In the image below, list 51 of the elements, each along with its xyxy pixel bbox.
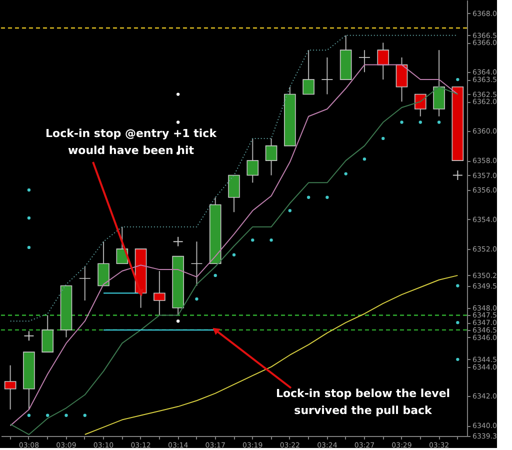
point [306, 196, 310, 199]
point [176, 320, 180, 323]
annotation: Lock-in stop below the level survived the pull back [276, 387, 450, 417]
point [251, 238, 254, 242]
candlestick [302, 50, 314, 95]
point [437, 120, 441, 124]
point [46, 414, 50, 417]
candlestick [4, 364, 16, 410]
point [362, 158, 366, 161]
point [418, 120, 422, 124]
point [24, 330, 34, 342]
point [382, 136, 385, 140]
point [27, 414, 31, 417]
candlestick [414, 94, 426, 117]
candlestick [358, 50, 370, 73]
point [288, 209, 292, 212]
point [195, 297, 198, 301]
point [326, 196, 329, 199]
point [232, 253, 236, 256]
point [64, 414, 68, 417]
point [172, 236, 184, 247]
point [456, 321, 460, 324]
point [27, 188, 31, 192]
line-series [10, 34, 458, 322]
point [452, 170, 463, 181]
point [176, 120, 180, 124]
candlestick [396, 56, 408, 102]
candlestick [98, 241, 110, 286]
point [456, 358, 460, 361]
candlestick [190, 241, 203, 286]
candlestick [321, 56, 334, 95]
candlestick [265, 138, 278, 176]
candlestick [433, 50, 445, 117]
candlestick [42, 314, 54, 353]
point [214, 274, 217, 278]
point [176, 92, 180, 96]
candlestick [377, 42, 390, 80]
point [27, 216, 31, 220]
point [270, 238, 273, 242]
line-series [84, 274, 458, 436]
candlestick [228, 174, 240, 213]
candlestick [154, 270, 166, 316]
candlestick [78, 266, 91, 301]
candlestick [246, 138, 259, 184]
annotation: Lock-in stop @entry +1 tick would have been hit [45, 127, 218, 157]
point [83, 414, 86, 417]
point [344, 172, 348, 176]
point [400, 120, 404, 124]
point [27, 246, 31, 250]
point [456, 284, 460, 288]
point [456, 78, 460, 82]
